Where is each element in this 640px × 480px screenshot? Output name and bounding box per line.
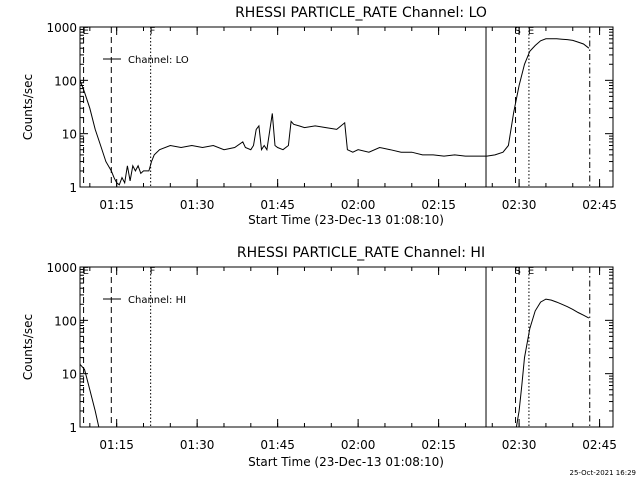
- x-tick-label: 02:30: [502, 438, 537, 452]
- y-tick-label: 100: [54, 314, 77, 328]
- event-marker-label: E: [528, 266, 534, 277]
- x-tick-label: 01:30: [180, 198, 215, 212]
- x-tick-label: 01:45: [260, 438, 295, 452]
- y-tick-label: 10: [62, 368, 77, 382]
- panel-hi: RHESSI PARTICLE_RATE Channel: HI Start T…: [21, 245, 617, 469]
- x-tick-label: 02:15: [421, 198, 456, 212]
- data-series-line: [80, 298, 590, 427]
- y-tick-label: 10: [62, 128, 77, 142]
- x-axis-label: Start Time (23-Dec-13 01:08:10): [248, 213, 444, 227]
- x-tick-label: 02:00: [341, 198, 376, 212]
- event-marker-label: F: [150, 26, 156, 37]
- event-marker-label: E: [83, 266, 89, 277]
- y-tick-label: 100: [54, 74, 77, 88]
- y-tick-label: 1: [69, 181, 77, 195]
- chart-title: RHESSI PARTICLE_RATE Channel: HI: [237, 245, 485, 261]
- y-axis-label: Counts/sec: [21, 74, 35, 140]
- timestamp: 25-Oct-2021 16:29: [570, 469, 636, 477]
- event-marker-label: E: [528, 26, 534, 37]
- x-tick-label: 02:00: [341, 438, 376, 452]
- x-tick-label: 02:45: [582, 438, 617, 452]
- legend-label: Channel: LO: [128, 55, 189, 66]
- x-axis-label: Start Time (23-Dec-13 01:08:10): [248, 455, 444, 469]
- x-tick-label: 02:45: [582, 198, 617, 212]
- event-marker-label: F: [150, 266, 156, 277]
- data-series-line: [80, 38, 590, 186]
- x-tick-label: 01:30: [180, 438, 215, 452]
- legend-label: Channel: HI: [128, 295, 186, 306]
- panel-lo: RHESSI PARTICLE_RATE Channel: LO Start T…: [21, 5, 617, 227]
- event-marker-label: S: [515, 266, 521, 277]
- chart-title: RHESSI PARTICLE_RATE Channel: LO: [235, 5, 487, 21]
- y-tick-label: 1000: [46, 21, 77, 35]
- plot-frame: [79, 26, 614, 188]
- y-axis-label: Counts/sec: [21, 314, 35, 380]
- event-marker-label: E: [83, 26, 89, 37]
- x-tick-label: 01:15: [99, 198, 134, 212]
- x-tick-label: 01:45: [260, 198, 295, 212]
- y-tick-label: 1000: [46, 261, 77, 275]
- x-tick-label: 02:30: [502, 198, 537, 212]
- x-tick-label: 01:15: [99, 438, 134, 452]
- event-marker-label: S: [515, 26, 521, 37]
- x-tick-label: 02:15: [421, 438, 456, 452]
- y-tick-label: 1: [69, 421, 77, 435]
